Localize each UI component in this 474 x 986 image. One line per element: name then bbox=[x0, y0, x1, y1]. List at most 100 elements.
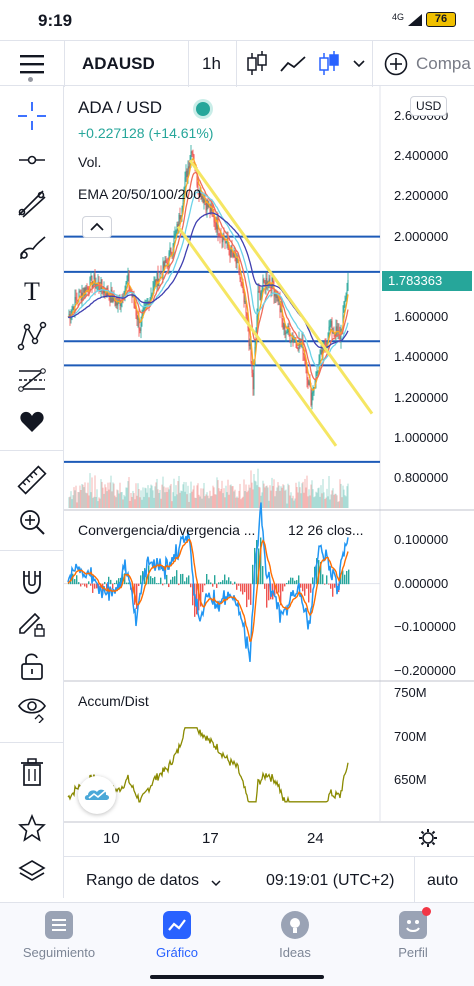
volume-bar bbox=[217, 480, 219, 508]
trend-line-icon[interactable] bbox=[10, 186, 54, 222]
symbol-button[interactable]: ADAUSD bbox=[82, 54, 155, 73]
volume-bar bbox=[137, 483, 139, 508]
horizontal-line-icon[interactable] bbox=[10, 142, 54, 178]
volume-bar bbox=[250, 470, 252, 508]
brush-icon[interactable] bbox=[10, 230, 54, 266]
volume-bar bbox=[108, 489, 110, 508]
candle-body bbox=[310, 385, 312, 406]
interval-button[interactable]: 1h bbox=[202, 54, 221, 73]
tradingview-logo-icon[interactable] bbox=[78, 776, 116, 814]
volume-bar bbox=[193, 485, 195, 508]
volume-bar bbox=[83, 487, 85, 508]
pattern-icon[interactable] bbox=[10, 318, 54, 354]
volume-bar bbox=[151, 485, 153, 508]
candle-body bbox=[165, 260, 167, 263]
volume-bar bbox=[245, 484, 247, 508]
volume-bar bbox=[293, 500, 295, 508]
compare-button[interactable]: Compa bbox=[416, 54, 471, 73]
macd-histogram-bar bbox=[140, 575, 142, 585]
candle-body bbox=[191, 151, 193, 154]
macd-histogram-bar bbox=[322, 574, 324, 585]
magnet-icon[interactable] bbox=[10, 564, 54, 600]
accum-label: 700M bbox=[394, 728, 427, 744]
volume-bar bbox=[209, 490, 211, 508]
currency-badge[interactable]: USD bbox=[410, 96, 448, 116]
macd-histogram-bar bbox=[80, 583, 82, 587]
volume-bar bbox=[226, 492, 228, 508]
candles-icon[interactable] bbox=[246, 51, 268, 77]
settings-gear-icon[interactable] bbox=[418, 828, 438, 848]
volume-bar bbox=[150, 484, 152, 508]
volume-bar bbox=[248, 484, 250, 508]
volume-bar bbox=[304, 478, 306, 508]
eye-icon[interactable] bbox=[10, 690, 54, 726]
volume-bar bbox=[175, 485, 177, 508]
volume-bar bbox=[101, 481, 103, 508]
hamburger-icon[interactable] bbox=[20, 53, 44, 75]
candle-body bbox=[243, 290, 245, 303]
candle-body bbox=[275, 292, 277, 299]
chevron-down-icon[interactable] bbox=[352, 57, 366, 69]
current-price-badge: 1.783363 bbox=[382, 271, 472, 291]
date-range-button[interactable]: Rango de datos bbox=[86, 872, 199, 889]
heart-icon[interactable] bbox=[10, 404, 54, 440]
auto-scale-button[interactable]: auto bbox=[427, 872, 459, 889]
volume-bar bbox=[317, 488, 319, 508]
candle-body bbox=[330, 320, 332, 326]
macd-label: −0.100000 bbox=[394, 619, 456, 635]
macd-histogram-bar bbox=[274, 583, 276, 597]
candle-body bbox=[145, 304, 147, 306]
layers-icon[interactable] bbox=[10, 854, 54, 890]
macd-histogram-bar bbox=[216, 583, 218, 588]
collapse-legend-button[interactable] bbox=[82, 216, 112, 238]
candle-body bbox=[250, 343, 252, 363]
star-icon[interactable] bbox=[10, 810, 54, 846]
candle-body bbox=[336, 326, 338, 333]
nav-item-ideas[interactable]: Ideas bbox=[236, 911, 354, 971]
macd-histogram-bar bbox=[182, 573, 184, 585]
trash-icon[interactable] bbox=[10, 754, 54, 790]
candle-body bbox=[153, 282, 155, 289]
macd-histogram-bar bbox=[250, 583, 252, 605]
candle-body bbox=[269, 278, 271, 284]
unlock-icon[interactable] bbox=[10, 648, 54, 684]
chart-canvas[interactable] bbox=[64, 86, 474, 854]
candle-body bbox=[343, 301, 345, 313]
zoom-in-icon[interactable] bbox=[10, 504, 54, 540]
line-icon[interactable] bbox=[280, 54, 306, 74]
macd-histogram-bar bbox=[194, 583, 196, 617]
nav-item-perfil[interactable]: Perfil bbox=[354, 907, 472, 971]
candle-body bbox=[213, 214, 215, 223]
ruler-icon[interactable] bbox=[10, 462, 54, 498]
volume-bar bbox=[124, 496, 126, 508]
volume-bar bbox=[155, 482, 157, 508]
signal-icon bbox=[408, 13, 422, 26]
text-icon[interactable]: T bbox=[24, 277, 40, 306]
volume-bar bbox=[176, 494, 178, 508]
volume-bar bbox=[87, 482, 89, 508]
volume-bar bbox=[244, 491, 246, 508]
volume-bar bbox=[85, 492, 87, 508]
volume-bar bbox=[153, 497, 155, 508]
volume-bar bbox=[234, 489, 236, 508]
candle-body bbox=[257, 290, 259, 317]
timezone-display[interactable]: 09:19:01 (UTC+2) bbox=[266, 872, 395, 889]
candle-body bbox=[345, 297, 347, 301]
heikin-ashi-icon[interactable] bbox=[318, 51, 340, 77]
nav-item-seguimiento[interactable]: Seguimiento bbox=[0, 911, 118, 971]
crosshair-icon[interactable] bbox=[10, 98, 54, 134]
lock-pencil-icon[interactable] bbox=[10, 606, 54, 642]
candle-body bbox=[187, 166, 189, 178]
volume-bar bbox=[324, 498, 326, 508]
candle-body bbox=[328, 326, 330, 340]
chart-area[interactable]: ADA / USD +0.227128 (+14.61%) Vol. EMA 2… bbox=[64, 86, 474, 854]
nav-item-grafico[interactable]: Gráfico bbox=[118, 911, 236, 971]
volume-bar bbox=[140, 490, 142, 508]
volume-bar bbox=[341, 497, 343, 508]
fib-icon[interactable] bbox=[10, 362, 54, 398]
add-compare-icon[interactable] bbox=[384, 52, 408, 76]
volume-bar bbox=[115, 497, 117, 508]
candle-body bbox=[228, 246, 230, 250]
candle-body bbox=[277, 292, 279, 302]
chevron-down-icon[interactable] bbox=[210, 875, 222, 887]
